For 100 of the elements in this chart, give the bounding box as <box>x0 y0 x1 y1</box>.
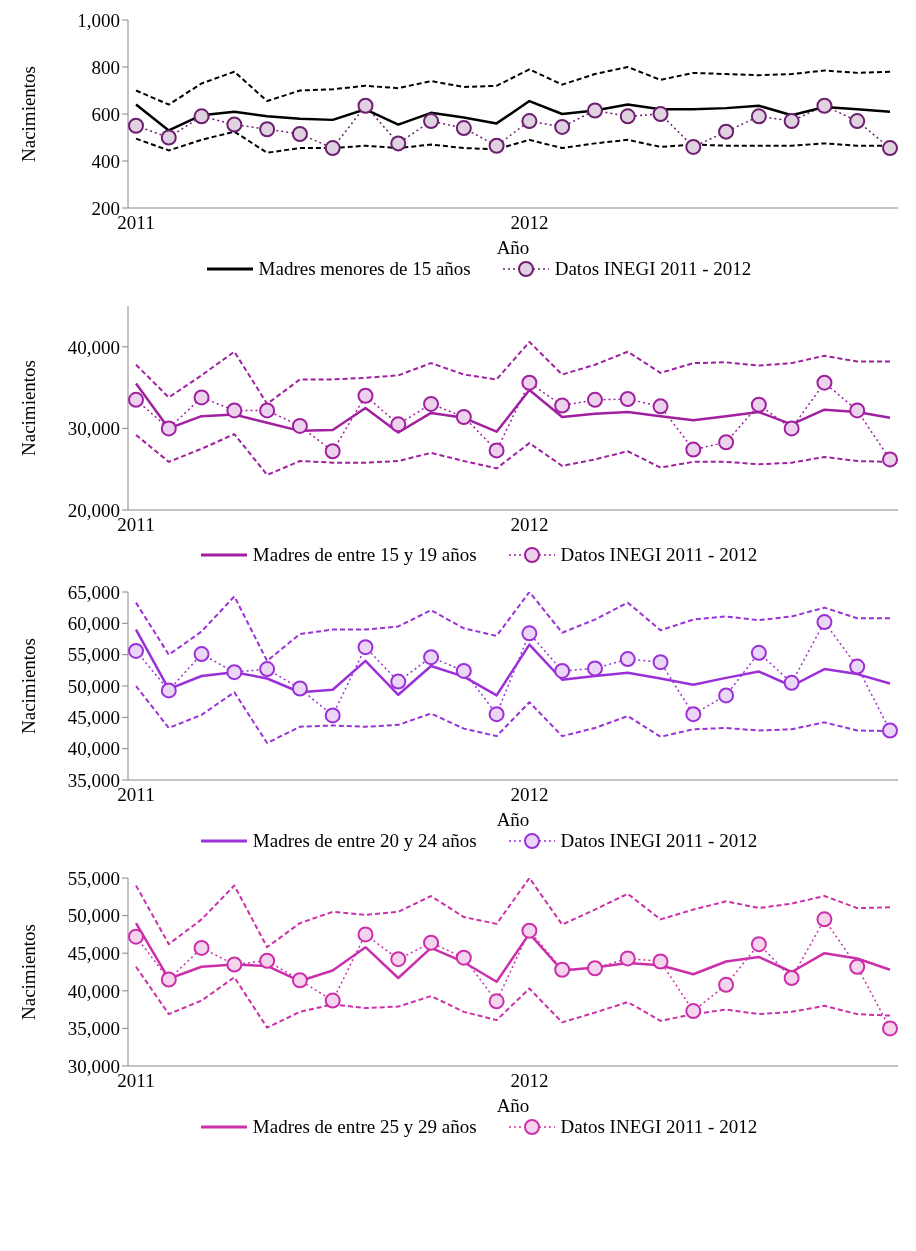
point <box>488 706 505 723</box>
point <box>521 922 538 939</box>
legend-label: Datos INEGI 2011 - 2012 <box>560 830 758 852</box>
y-axis-title: Nacimientos <box>17 923 39 1021</box>
point <box>586 391 603 408</box>
point <box>554 118 571 135</box>
point <box>619 651 636 668</box>
point <box>226 664 243 681</box>
line-series <box>135 878 891 949</box>
y-tick-label: 40,000 <box>67 980 120 1002</box>
point <box>783 113 800 130</box>
point <box>324 707 341 724</box>
x-tick-label: 2012 <box>510 1070 549 1092</box>
y-tick-label: 400 <box>91 150 120 172</box>
point <box>193 646 210 663</box>
y-axis-title: Nacimientos <box>17 637 39 735</box>
point <box>652 106 669 122</box>
point <box>423 113 440 130</box>
point <box>521 113 538 130</box>
point <box>685 706 702 723</box>
point <box>816 614 833 631</box>
point <box>554 961 571 978</box>
y-tick-label: 800 <box>91 56 120 78</box>
point <box>291 417 308 434</box>
point <box>226 956 243 973</box>
point <box>718 123 735 140</box>
point <box>324 443 341 460</box>
point <box>750 936 767 953</box>
point <box>619 391 636 408</box>
x-tick-label: 2012 <box>510 784 549 806</box>
legend-label: Datos INEGI 2011 - 2012 <box>560 1116 758 1138</box>
x-axis-title: Año <box>496 237 530 258</box>
point <box>160 129 177 146</box>
point <box>357 926 374 943</box>
point <box>488 137 505 154</box>
point <box>849 402 866 419</box>
point <box>718 687 735 704</box>
point <box>160 971 177 988</box>
point <box>652 654 669 671</box>
point <box>718 976 735 993</box>
legend-label: Datos INEGI 2011 - 2012 <box>560 544 758 566</box>
x-axis-title: Año <box>496 809 530 830</box>
y-axis-title: Nacimientos <box>17 359 39 457</box>
point <box>586 102 603 119</box>
point <box>160 420 177 437</box>
point <box>291 972 308 989</box>
point <box>816 374 833 391</box>
point <box>357 387 374 404</box>
y-tick-label: 50,000 <box>67 905 120 927</box>
y-tick-label: 50,000 <box>67 675 120 697</box>
point <box>226 402 243 419</box>
point <box>259 402 276 419</box>
point <box>423 649 440 666</box>
point <box>652 398 669 415</box>
point <box>685 441 702 458</box>
point <box>259 952 276 969</box>
point <box>455 662 472 679</box>
point <box>488 993 505 1010</box>
point <box>226 116 243 133</box>
point <box>521 625 538 642</box>
point <box>685 138 702 155</box>
y-tick-label: 45,000 <box>67 707 120 729</box>
x-tick-label: 2012 <box>510 212 549 234</box>
point <box>390 135 407 152</box>
point <box>324 992 341 1009</box>
point <box>390 416 407 433</box>
point <box>357 97 374 114</box>
point <box>193 389 210 406</box>
point <box>390 673 407 690</box>
y-tick-label: 1,000 <box>77 9 120 31</box>
legend-label: Datos INEGI 2011 - 2012 <box>554 258 752 280</box>
point <box>619 950 636 967</box>
point <box>849 113 866 130</box>
y-axis-title: Nacimientos <box>17 65 39 163</box>
point <box>455 949 472 966</box>
point <box>423 395 440 412</box>
point <box>554 662 571 679</box>
point <box>652 953 669 970</box>
point <box>849 658 866 675</box>
y-tick-label: 30,000 <box>67 1055 120 1077</box>
point <box>882 140 898 157</box>
point <box>423 934 440 951</box>
point <box>324 140 341 157</box>
y-tick-label: 60,000 <box>67 613 120 635</box>
point <box>128 642 144 659</box>
point <box>619 108 636 125</box>
point <box>128 117 144 134</box>
y-tick-label: 55,000 <box>67 644 120 666</box>
legend-label: Madres de entre 20 y 24 años <box>252 830 477 852</box>
point <box>291 680 308 697</box>
y-tick-label: 30,000 <box>67 418 120 440</box>
y-tick-label: 40,000 <box>67 738 120 760</box>
line-series <box>135 66 891 106</box>
point <box>718 434 735 451</box>
y-tick-label: 20,000 <box>67 499 120 521</box>
point <box>521 374 538 391</box>
point <box>750 644 767 661</box>
point <box>783 674 800 691</box>
point <box>586 660 603 677</box>
legend-label: Madres de entre 25 y 29 años <box>252 1116 477 1138</box>
